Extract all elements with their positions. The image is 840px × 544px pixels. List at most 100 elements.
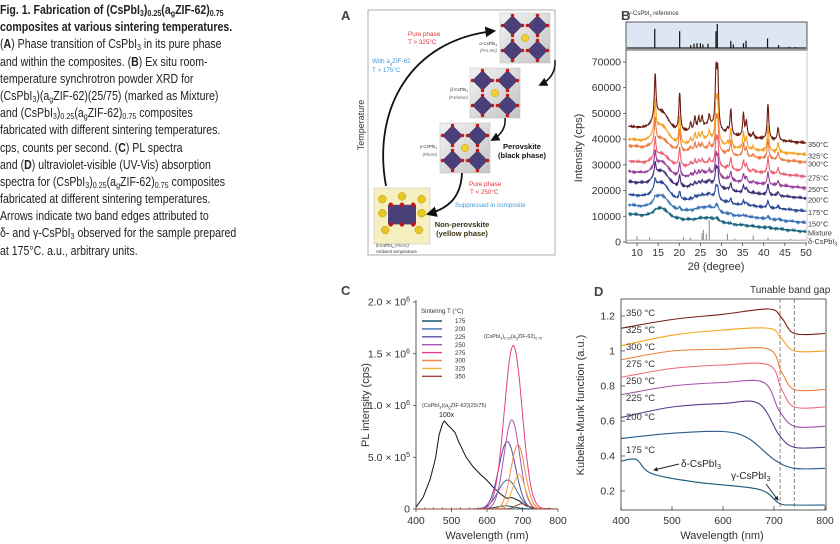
iodine-atom	[500, 23, 505, 28]
iodine-atom	[535, 13, 540, 18]
b-y-tick-label: 40000	[592, 134, 621, 146]
b-series-line	[628, 61, 807, 146]
c-mix-a: (CsPbI	[422, 403, 440, 409]
caption-subscript: g	[170, 8, 176, 18]
c-100x-annotation: 100x	[439, 412, 455, 419]
with-zif-temp: T > 175°C	[372, 66, 401, 74]
caption-text: temperature synchrotron powder XRD for	[0, 71, 194, 86]
beta-phase-name: β-CsPbI3	[450, 87, 468, 93]
caption-line: Arrows indicate two band edges attribute…	[0, 208, 277, 225]
iodine-atom	[470, 103, 475, 108]
caption-text: and within the composites. (	[0, 54, 132, 69]
c-y-tick-label: 0	[404, 504, 410, 516]
caption-line: and (CsPbI3)0.25(agZIF-62)0.75 composite…	[0, 105, 277, 122]
b-series-line	[628, 161, 807, 201]
caption-text: δ- and γ-CsPbI	[0, 226, 71, 241]
caption-subscript: 0.75	[122, 111, 137, 122]
caption-subscript: 0.25	[147, 8, 162, 18]
d-series-line	[620, 308, 826, 336]
c-mix-b: 3	[439, 405, 442, 410]
caption-text: (a	[106, 174, 117, 189]
caption-subscript: 3	[32, 93, 37, 104]
iodine-atom	[440, 133, 445, 138]
b-series-line	[627, 149, 807, 191]
iodine-atom	[545, 48, 550, 53]
c-legend-label: 175	[455, 318, 466, 325]
d-y-axis-label: Kubelka-Munk function (a.u.)	[575, 335, 587, 476]
panel-label-b: B	[621, 8, 630, 23]
alpha-to-beta-arrow	[538, 59, 556, 86]
d-series-line	[620, 458, 826, 506]
c-y-tick-exponent: 5	[406, 452, 410, 459]
d-series-label: 300 °C	[626, 342, 655, 353]
caption-text: (a	[161, 3, 171, 17]
d-delta-a: δ-CsPbI	[681, 459, 717, 470]
caption-text: ZIF-62)	[175, 3, 210, 17]
c-x-axis-label: Wavelength (nm)	[445, 530, 528, 542]
b-x-axis-label: 2θ (degree)	[688, 261, 745, 273]
c-legend-label: 350	[455, 374, 466, 381]
gamma-band-edge-label: γ-CsPbI3	[731, 471, 771, 483]
reference-title-sub: 3	[649, 13, 652, 18]
c-legend-label: 325	[455, 366, 466, 373]
reference-title: γ-CsPbI3 reference	[628, 11, 679, 18]
iodine-atom	[399, 222, 405, 227]
c-x-tick-label: 800	[549, 515, 567, 527]
d-y-tick-label: 0.2	[600, 486, 615, 498]
iodine-atom	[480, 68, 485, 73]
d-x-tick-label: 700	[765, 515, 783, 527]
d-y-tick-label: 1	[609, 346, 615, 358]
beta-name: β-CsPbI	[450, 87, 466, 92]
caption-text: ) Phase transition of CsPbI	[11, 37, 138, 52]
d-x-tick-label: 400	[612, 515, 630, 527]
c-y-tick-exponent: 6	[406, 348, 410, 355]
b-series-line	[628, 205, 807, 235]
caption-subscript: g	[116, 179, 121, 190]
c-comp-b: 3	[500, 337, 502, 341]
delta-space-group: (Pbmn)	[395, 243, 410, 248]
caption-subscript: 0.25	[60, 111, 75, 122]
d-y-tick-label: 0.8	[600, 381, 615, 393]
gamma-band-edge-arrow	[765, 483, 779, 501]
caption-line: cps, counts per second. (C) PL spectra	[0, 140, 277, 157]
with-zif-a: With a	[372, 58, 390, 65]
iodine-atom	[505, 113, 510, 118]
d-series-line	[620, 430, 826, 470]
pure-phase-low-label: Pure phase	[469, 181, 502, 188]
iodine-atom	[460, 133, 465, 138]
b-series-label: Mixture	[808, 229, 832, 238]
caption-text: in its pure phase	[140, 37, 222, 52]
iodine-atom	[505, 68, 510, 73]
iodine-atom	[399, 202, 405, 208]
d-x-axis-label: Wavelength (nm)	[680, 530, 763, 542]
caption-line: δ- and γ-CsPbI3 observed for the sample …	[0, 225, 277, 242]
iodine-atom	[388, 222, 394, 227]
b-x-tick-label: 25	[695, 247, 707, 259]
iodine-atom	[535, 58, 540, 63]
cs-atom	[417, 195, 426, 204]
b-series-line	[628, 176, 807, 214]
panel-d: D Tunable band gap 0.2 0.4 0.6 0.8 1 1.2 400 50…	[575, 284, 834, 542]
c-composite-annotation: (CsPbI3)0.25(agZIF-62)0.75	[484, 334, 542, 341]
b-series-line	[628, 113, 807, 165]
d-series-label: 325 °C	[626, 325, 655, 336]
caption-line: fabricated at different sintering temper…	[0, 191, 277, 208]
c-comp-f: g	[516, 337, 518, 341]
iodine-atom	[485, 158, 490, 163]
c-y-tick-label: 5.0 × 105	[368, 452, 410, 464]
panel-label-a: A	[341, 8, 351, 23]
caption-text: ZIF-62)	[120, 174, 155, 189]
iodine-atom	[520, 23, 525, 28]
b-y-tick-label: 50000	[592, 108, 621, 120]
caption-text: observed for the sample prepared	[74, 226, 237, 241]
heating-arrow	[382, 26, 497, 187]
panel-label-d: D	[594, 284, 603, 299]
iodine-atom	[510, 58, 515, 63]
iodine-atom	[450, 168, 455, 173]
caption-subscript: 0.75	[154, 179, 169, 190]
caption-subscript: 3	[139, 8, 144, 18]
caption-subscript: 0.75	[209, 8, 224, 18]
panel-label-c: C	[341, 283, 351, 298]
c-y-tick-exponent: 6	[406, 400, 410, 407]
iodine-atom	[490, 78, 495, 83]
